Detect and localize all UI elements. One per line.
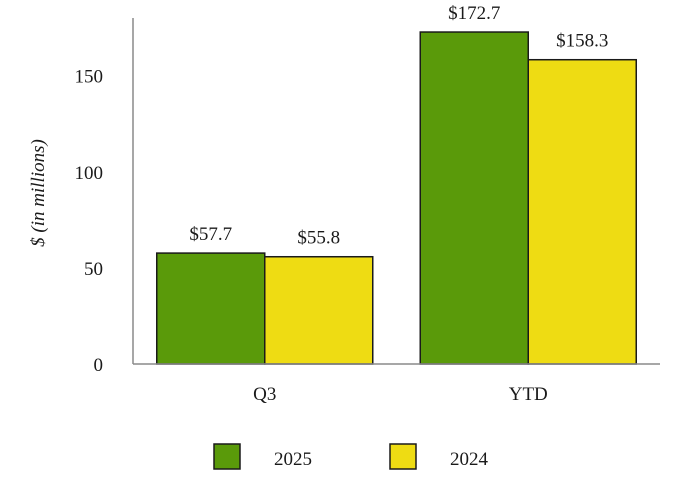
bar-q3-2024 xyxy=(264,255,374,365)
y-tick-label-150: 150 xyxy=(75,67,104,88)
data-label-q3-2024: $55.8 xyxy=(297,228,340,249)
y-tick-label-0: 0 xyxy=(94,355,104,376)
y-axis-ticks: 0 50 100 150 xyxy=(75,67,104,376)
y-tick-label-50: 50 xyxy=(84,259,103,280)
bar-q3-2025 xyxy=(156,252,266,365)
data-label-ytd-2024: $158.3 xyxy=(556,31,608,52)
bars: $57.7 $55.8 $172.7 $158.3 xyxy=(156,3,637,365)
data-label-ytd-2025: $172.7 xyxy=(448,3,500,24)
bar-ytd-2025 xyxy=(419,31,529,365)
x-tick-label-q3: Q3 xyxy=(253,384,276,405)
y-axis-title: $ (in millions) xyxy=(28,139,49,247)
y-tick-label-100: 100 xyxy=(75,163,104,184)
legend-label-2024: 2024 xyxy=(450,449,489,470)
legend: 2025 2024 xyxy=(213,443,489,470)
legend-swatch-2025 xyxy=(213,443,241,470)
x-tick-label-ytd: YTD xyxy=(509,384,548,405)
legend-swatch-2024 xyxy=(389,443,417,470)
x-axis-labels: Q3 YTD xyxy=(253,384,548,405)
data-label-q3-2025: $57.7 xyxy=(189,224,232,245)
bar-ytd-2024 xyxy=(527,58,637,365)
legend-label-2025: 2025 xyxy=(274,449,312,470)
